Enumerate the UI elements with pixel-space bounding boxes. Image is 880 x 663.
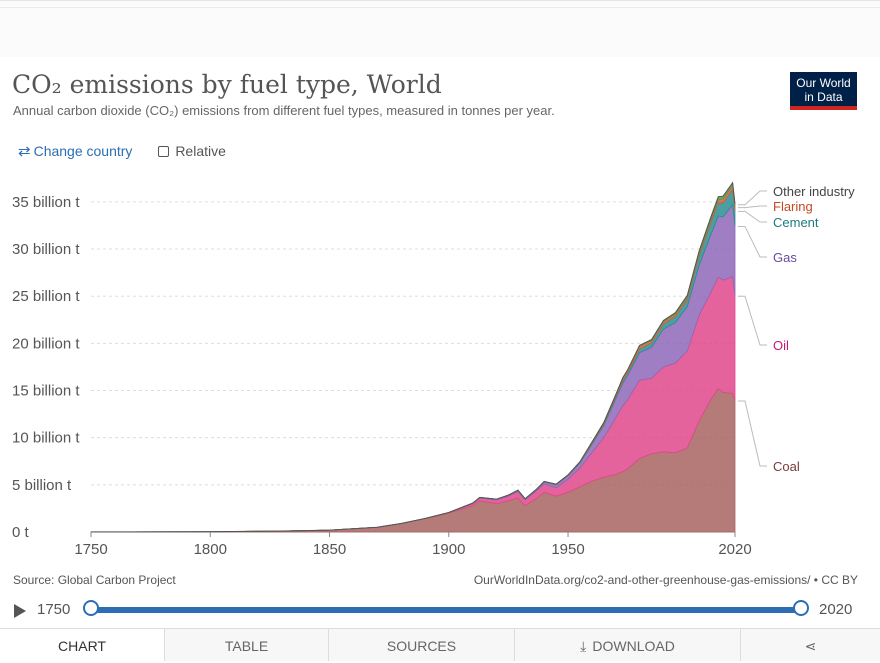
tab-table[interactable]: TABLE bbox=[165, 629, 329, 661]
owid-logo[interactable]: Our World in Data bbox=[790, 72, 857, 110]
timeline-start-handle[interactable] bbox=[83, 600, 99, 616]
y-tick-label: 0 t bbox=[12, 524, 30, 541]
y-tick-label: 25 billion t bbox=[12, 288, 80, 305]
series-label-flaring: Flaring bbox=[773, 199, 813, 214]
x-tick-label: 1900 bbox=[432, 541, 465, 558]
label-connector bbox=[738, 210, 767, 223]
swap-arrows-icon: ⇄ bbox=[18, 143, 31, 160]
total-outline bbox=[90, 181, 736, 533]
y-tick-label: 15 billion t bbox=[12, 383, 80, 400]
browser-top-strip bbox=[0, 0, 880, 58]
relative-label: Relative bbox=[175, 143, 226, 159]
download-label: DOWNLOAD bbox=[592, 638, 675, 654]
series-label-coal: Coal bbox=[773, 459, 800, 474]
x-tick-label: 1850 bbox=[313, 541, 346, 558]
label-connector bbox=[738, 225, 767, 258]
y-tick-label: 10 billion t bbox=[12, 430, 80, 447]
change-country-label: Change country bbox=[33, 143, 133, 159]
timeline: 1750 2020 bbox=[0, 596, 880, 624]
series-label-cement: Cement bbox=[773, 215, 819, 230]
timeline-end-handle[interactable] bbox=[793, 600, 809, 616]
series-label-other-industry: Other industry bbox=[773, 184, 855, 199]
x-tick-label: 1750 bbox=[74, 541, 107, 558]
share-button[interactable]: ⋖ bbox=[741, 629, 880, 661]
y-tick-label: 30 billion t bbox=[12, 241, 80, 258]
timeline-track[interactable] bbox=[91, 607, 801, 613]
tab-sources[interactable]: SOURCES bbox=[329, 629, 515, 661]
share-icon: ⋖ bbox=[804, 638, 817, 654]
label-connector bbox=[738, 205, 767, 209]
source-note: Source: Global Carbon Project bbox=[13, 573, 176, 587]
divider bbox=[0, 7, 880, 8]
tab-bar: CHART TABLE SOURCES ⤓ DOWNLOAD ⋖ bbox=[0, 628, 880, 661]
x-tick-label: 1800 bbox=[194, 541, 227, 558]
y-tick-label: 5 billion t bbox=[12, 477, 72, 494]
series-label-oil: Oil bbox=[773, 338, 789, 353]
logo-line-2: in Data bbox=[804, 90, 843, 104]
timeline-start-year: 1750 bbox=[37, 601, 71, 618]
tab-chart[interactable]: CHART bbox=[0, 629, 165, 661]
tab-download[interactable]: ⤓ DOWNLOAD bbox=[515, 629, 741, 661]
y-tick-label: 35 billion t bbox=[12, 194, 80, 211]
timeline-end-year: 2020 bbox=[819, 601, 853, 618]
stacked-area-chart: 0 t 5 billion t 10 billion t 15 billion t 20… bbox=[12, 181, 855, 558]
label-connector bbox=[738, 295, 767, 346]
change-country-button[interactable]: ⇄ Change country bbox=[18, 142, 132, 160]
y-tick-label: 20 billion t bbox=[12, 335, 80, 352]
label-connector bbox=[738, 400, 767, 467]
x-tick-label: 2020 bbox=[718, 541, 751, 558]
logo-line-1: Our World bbox=[796, 76, 851, 90]
relative-toggle[interactable]: Relative bbox=[158, 143, 226, 159]
download-icon: ⤓ bbox=[580, 638, 587, 654]
x-tick-label: 1950 bbox=[551, 541, 584, 558]
series-label-gas: Gas bbox=[773, 250, 797, 265]
play-icon[interactable] bbox=[14, 604, 26, 618]
chart-title: CO₂ emissions by fuel type, World bbox=[12, 70, 442, 99]
source-url-link[interactable]: OurWorldInData.org/co2-and-other-greenho… bbox=[473, 573, 858, 587]
relative-checkbox[interactable] bbox=[158, 145, 170, 157]
chart-controls: ⇄ Change country Relative bbox=[18, 142, 226, 160]
label-connector bbox=[738, 190, 767, 206]
chart-subtitle: Annual carbon dioxide (CO₂) emissions fr… bbox=[13, 103, 555, 118]
